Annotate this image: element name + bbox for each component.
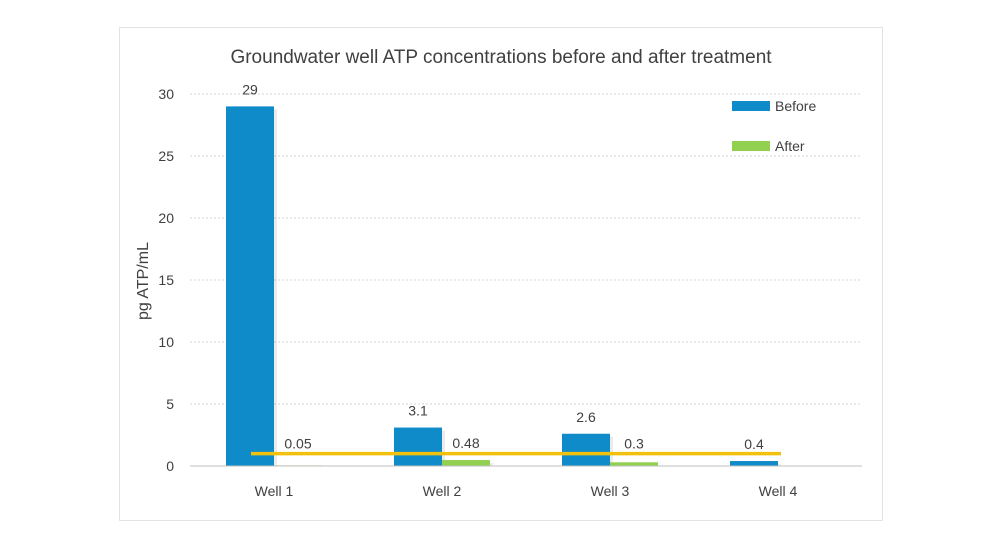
x-tick-label: Well 4: [759, 483, 798, 499]
y-tick-label: 0: [166, 458, 174, 474]
gridlines: [190, 93, 862, 405]
legend-label: Before: [775, 98, 816, 114]
x-tick-label: Well 1: [255, 483, 294, 499]
bar-after: [442, 460, 490, 466]
data-label: 0.48: [452, 435, 479, 451]
legend-swatch-after: [732, 141, 770, 151]
x-tick-label: Well 2: [423, 483, 462, 499]
y-tick-label: 20: [158, 210, 174, 226]
y-axis-ticks: 0 5 10 15 20 25 30: [158, 86, 174, 474]
y-tick-label: 30: [158, 86, 174, 102]
data-label: 29: [242, 81, 258, 97]
bars: [226, 106, 781, 467]
legend: Before After: [732, 98, 816, 154]
bar-before: [394, 427, 442, 466]
legend-label: After: [775, 138, 805, 154]
data-labels: 29 0.05 3.1 0.48 2.6 0.3 0.4: [242, 81, 764, 452]
bar-before: [226, 106, 274, 467]
data-label: 2.6: [576, 409, 596, 425]
y-axis-label: pg ATP/mL: [135, 242, 152, 320]
data-label: 0.3: [624, 436, 644, 452]
bar-before: [562, 433, 610, 466]
y-tick-label: 5: [166, 396, 174, 412]
y-tick-label: 10: [158, 334, 174, 350]
data-label: 0.4: [744, 436, 764, 452]
chart-title: Groundwater well ATP concentrations befo…: [230, 47, 772, 68]
legend-swatch-before: [732, 101, 770, 111]
y-tick-label: 25: [158, 148, 174, 164]
data-label: 0.05: [284, 436, 311, 452]
data-label: 3.1: [408, 403, 428, 419]
bar-before: [730, 461, 778, 466]
y-tick-label: 15: [158, 272, 174, 288]
x-axis: Well 1 Well 2 Well 3 Well 4: [190, 465, 862, 499]
bar-after: [610, 462, 658, 466]
x-tick-label: Well 3: [591, 483, 630, 499]
